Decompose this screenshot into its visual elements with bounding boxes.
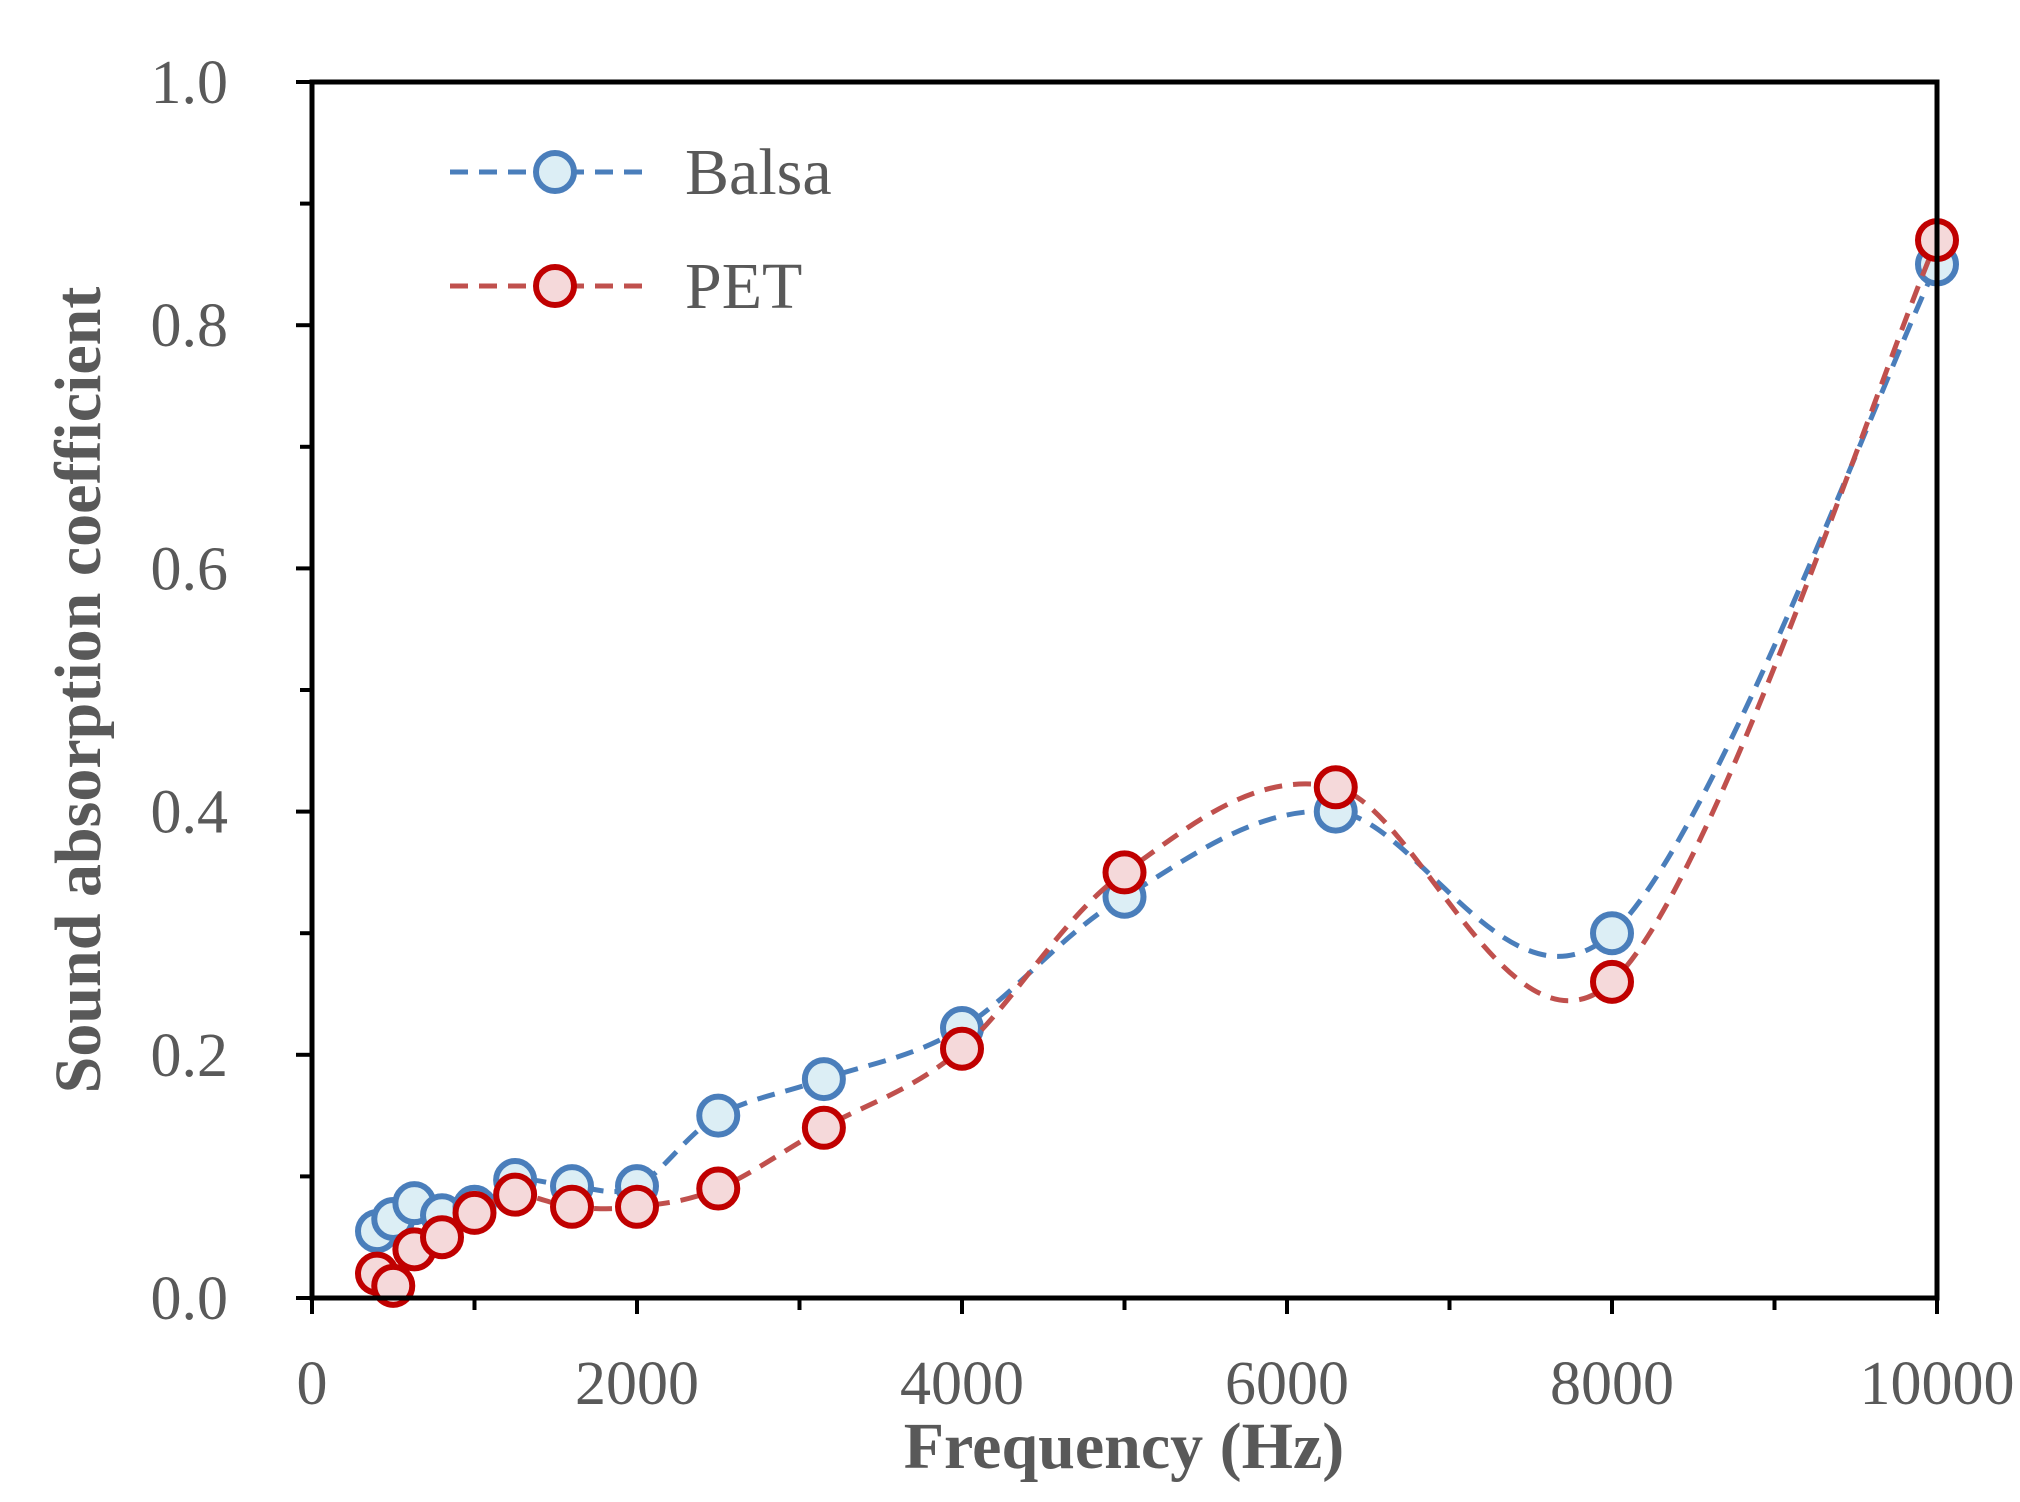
data-point [940, 1026, 984, 1071]
data-point [1590, 911, 1634, 956]
series-pet [355, 218, 1959, 1308]
y-axis-title: Sound absorption coefficient [42, 287, 115, 1094]
x-tick-label: 8000 [1550, 1350, 1674, 1418]
legend: Balsa PET [450, 136, 832, 323]
series-line [375, 239, 1940, 1289]
x-tick-label: 2000 [575, 1350, 699, 1418]
y-tick-label: 0.0 [151, 1265, 229, 1333]
legend-label: Balsa [685, 136, 832, 209]
data-point [615, 1184, 659, 1229]
data-point [452, 1190, 497, 1235]
x-axis-title: Frequency (Hz) [904, 1410, 1345, 1483]
y-tick-label: 0.4 [151, 779, 229, 847]
x-tick-label: 0 [297, 1350, 328, 1418]
data-point [420, 1215, 464, 1260]
data-point [696, 1093, 741, 1138]
data-point [1102, 850, 1147, 895]
data-point [550, 1184, 594, 1229]
series-layer [355, 218, 1959, 1308]
data-point [1590, 959, 1634, 1004]
x-tick-label: 4000 [900, 1350, 1024, 1418]
y-tick-label: 0.8 [151, 292, 229, 360]
y-tick-label: 0.2 [151, 1022, 229, 1090]
data-point [696, 1166, 741, 1211]
ticks-layer [296, 80, 1939, 1314]
x-tick-label: 10000 [1860, 1350, 2015, 1418]
series-line [375, 263, 1940, 1234]
data-point [1313, 765, 1358, 810]
legend-marker [533, 264, 577, 308]
x-tick-label: 6000 [1225, 1350, 1349, 1418]
legend-item-balsa: Balsa [450, 136, 832, 209]
data-point [493, 1172, 538, 1217]
data-point [801, 1057, 846, 1102]
y-tick-label: 1.0 [151, 49, 229, 117]
legend-label: PET [685, 250, 802, 323]
series-balsa [355, 242, 1959, 1254]
legend-item-pet: PET [450, 250, 802, 323]
data-point [371, 1263, 416, 1308]
plot-frame [309, 79, 1940, 1301]
y-tick-label: 0.6 [151, 535, 229, 603]
data-point [801, 1105, 846, 1150]
legend-marker [533, 150, 577, 194]
labels-layer: 0 2000 4000 6000 8000 10000 0.0 0.2 0.4 0.6 0.8 1.0 [151, 49, 2015, 1418]
